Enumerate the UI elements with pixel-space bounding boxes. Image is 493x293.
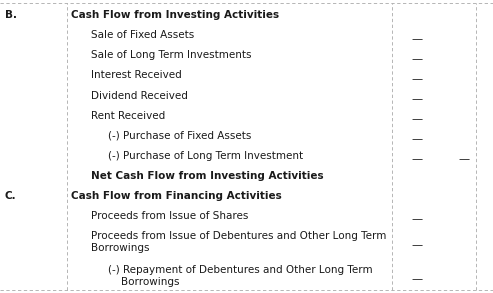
Text: Sale of Fixed Assets: Sale of Fixed Assets	[91, 30, 194, 40]
Text: Rent Received: Rent Received	[91, 111, 166, 121]
Text: Cash Flow from Financing Activities: Cash Flow from Financing Activities	[71, 191, 282, 201]
Text: (-) Purchase of Long Term Investment: (-) Purchase of Long Term Investment	[108, 151, 304, 161]
Text: —: —	[459, 154, 470, 164]
Text: (-) Purchase of Fixed Assets: (-) Purchase of Fixed Assets	[108, 131, 252, 141]
Text: Proceeds from Issue of Shares: Proceeds from Issue of Shares	[91, 211, 248, 221]
Text: B.: B.	[5, 10, 17, 20]
Text: —: —	[411, 134, 422, 144]
Text: —: —	[411, 214, 422, 224]
Text: —: —	[411, 54, 422, 64]
Text: —: —	[411, 274, 422, 284]
Text: Sale of Long Term Investments: Sale of Long Term Investments	[91, 50, 252, 60]
Text: —: —	[411, 240, 422, 250]
Text: Dividend Received: Dividend Received	[91, 91, 188, 100]
Text: C.: C.	[5, 191, 17, 201]
Text: Interest Received: Interest Received	[91, 71, 182, 81]
Text: —: —	[411, 74, 422, 84]
Text: —: —	[411, 34, 422, 44]
Text: Net Cash Flow from Investing Activities: Net Cash Flow from Investing Activities	[91, 171, 324, 181]
Text: —: —	[411, 154, 422, 164]
Text: Proceeds from Issue of Debentures and Other Long Term
Borrowings: Proceeds from Issue of Debentures and Ot…	[91, 231, 387, 253]
Text: —: —	[411, 94, 422, 104]
Text: —: —	[411, 114, 422, 124]
Text: Cash Flow from Investing Activities: Cash Flow from Investing Activities	[71, 10, 280, 20]
Text: (-) Repayment of Debentures and Other Long Term
    Borrowings: (-) Repayment of Debentures and Other Lo…	[108, 265, 373, 287]
